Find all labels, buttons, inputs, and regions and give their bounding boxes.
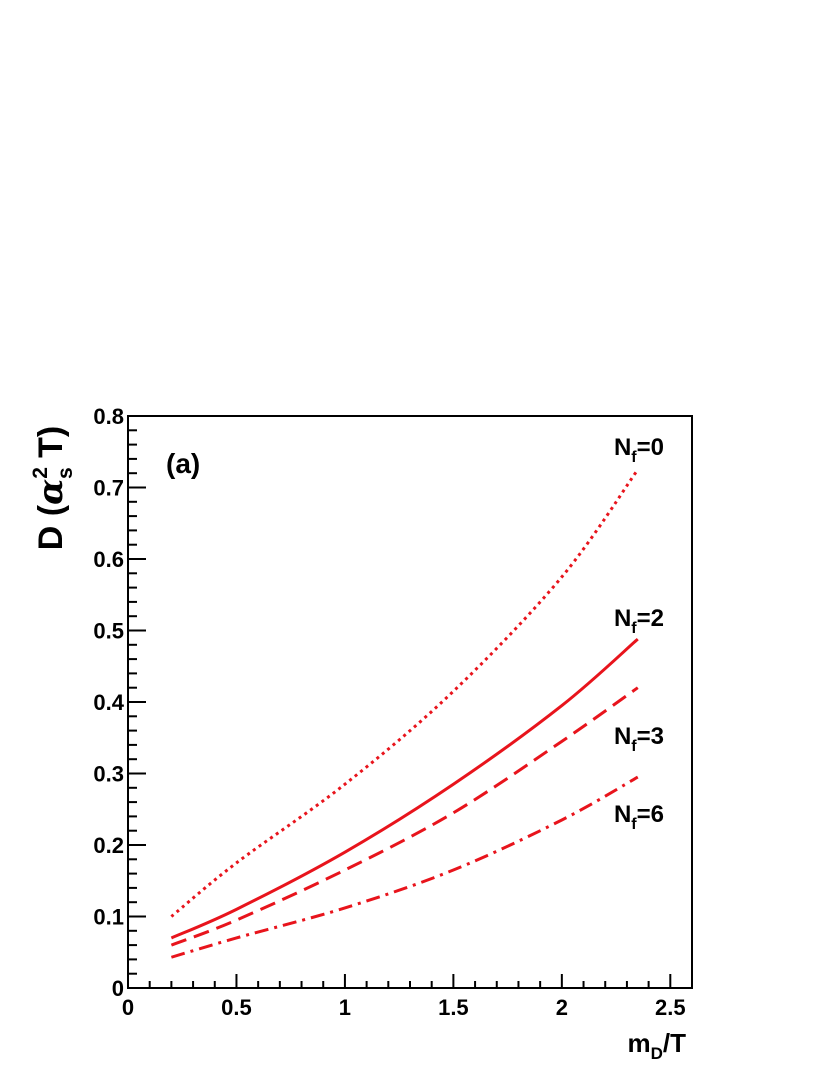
y-tick-label: 0.1 <box>93 905 124 930</box>
y-axis: 0 0.1 0.2 0.3 0.4 0.5 0.6 0.7 0.8 <box>93 404 146 1001</box>
y-axis-title-prefix: D ( <box>32 504 70 550</box>
y-tick-label: 0.2 <box>93 833 124 858</box>
series-label-main: N <box>614 801 631 828</box>
series-line <box>170 775 639 959</box>
x-tick-label: 1 <box>339 995 351 1020</box>
y-tick-label: 0.7 <box>93 476 124 501</box>
series-label: Nf=2 <box>614 605 664 637</box>
series-label-tail: =2 <box>637 605 664 632</box>
y-axis-title-group: D (α2s T) <box>29 426 77 550</box>
x-tick-label: 1.5 <box>438 995 469 1020</box>
y-axis-title: D (α2s T) <box>29 426 77 550</box>
series-label-tail: =0 <box>637 434 664 461</box>
y-axis-title-sub: s <box>54 467 77 479</box>
series-label-tail: =3 <box>637 723 664 750</box>
series-label-sub: f <box>631 816 637 833</box>
series-label-main: N <box>614 434 631 461</box>
y-axis-title-suffix: T) <box>32 426 70 468</box>
x-axis-title-tail: /T <box>663 1028 686 1058</box>
y-tick-label: 0.6 <box>93 547 124 572</box>
x-axis-title-main: m <box>627 1028 650 1058</box>
series-line <box>170 686 639 947</box>
series-labels: Nf=0Nf=2Nf=3Nf=6 <box>614 434 664 833</box>
y-tick-label: 0.8 <box>93 404 124 429</box>
y-tick-label: 0.4 <box>93 690 124 715</box>
series-lines <box>170 468 639 959</box>
y-tick-label: 0 <box>112 976 124 1001</box>
series-label: Nf=0 <box>614 434 664 466</box>
y-axis-title-alpha: α <box>31 479 71 505</box>
series-label-sub: f <box>631 620 637 637</box>
series-label-main: N <box>614 605 631 632</box>
x-tick-label: 2.5 <box>655 995 686 1020</box>
x-tick-label: 2 <box>556 995 568 1020</box>
x-tick-label: 0 <box>122 995 134 1020</box>
series-label-tail: =6 <box>637 801 664 828</box>
series-label-main: N <box>614 723 631 750</box>
series-label-sub: f <box>631 738 637 755</box>
series-label: Nf=6 <box>614 801 664 833</box>
series-label-sub: f <box>631 449 637 466</box>
x-tick-label: 0.5 <box>221 995 252 1020</box>
series-line <box>170 468 639 918</box>
x-axis: 0 0.5 1 1.5 2 2.5 <box>122 974 693 1020</box>
series-label: Nf=3 <box>614 723 664 755</box>
panel-label: (a) <box>166 448 200 479</box>
y-tick-label: 0.3 <box>93 762 124 787</box>
y-axis-title-sup: 2 <box>29 467 52 479</box>
plot-frame <box>127 415 693 989</box>
series-line <box>170 637 639 940</box>
y-tick-label: 0.5 <box>93 619 124 644</box>
x-axis-title: mD/T <box>627 1028 686 1063</box>
x-axis-title-sub: D <box>651 1044 663 1063</box>
